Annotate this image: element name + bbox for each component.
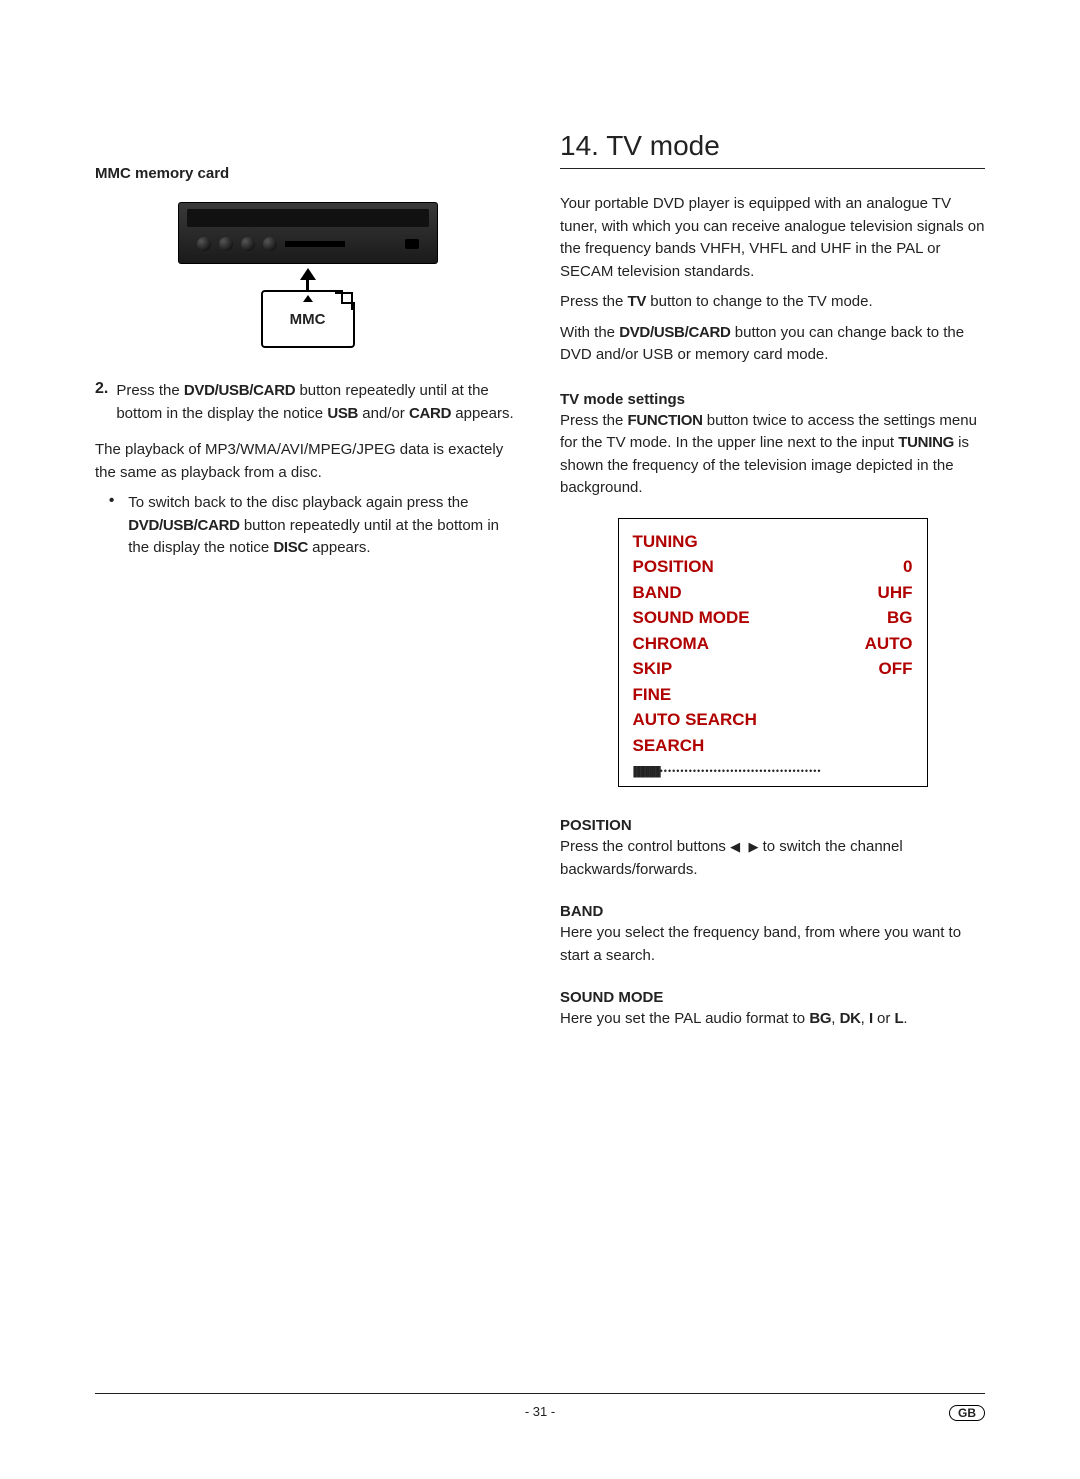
soundmode-label: SOUND MODE xyxy=(633,605,750,631)
device-illustration: MMC xyxy=(168,202,448,348)
dvd-device-icon xyxy=(178,202,438,264)
band-value: UHF xyxy=(878,580,913,606)
intro-paragraph: Your portable DVD player is equipped wit… xyxy=(560,193,985,283)
left-column: MMC memory card MMC 2. xyxy=(95,130,520,1039)
bullet-icon: • xyxy=(109,492,114,568)
playback-note: The playback of MP3/WMA/AVI/MPEG/JPEG da… xyxy=(95,439,520,484)
frequency-bar-icon: ||||||||||||||||||||••••••••••••••••••••… xyxy=(633,764,913,778)
band-text: Here you select the frequency band, from… xyxy=(560,922,985,967)
step-number: 2. xyxy=(95,380,108,433)
band-label: BAND xyxy=(633,580,682,606)
section-title: 14. TV mode xyxy=(560,130,985,162)
bullet-text: To switch back to the disc playback agai… xyxy=(128,492,520,560)
skip-value: OFF xyxy=(879,656,913,682)
position-label: POSITION xyxy=(633,554,714,580)
title-divider xyxy=(560,168,985,169)
soundmode-text: Here you set the PAL audio format to BG,… xyxy=(560,1008,985,1031)
tuning-menu-box: TUNING POSITION 0 BAND UHF SOUND MODE BG CH… xyxy=(618,518,928,788)
mmc-card-icon: MMC xyxy=(261,290,355,348)
soundmode-value: BG xyxy=(887,605,913,631)
right-column: 14. TV mode Your portable DVD player is … xyxy=(560,130,985,1039)
position-text: Press the control buttons ◀ ▶ to switch … xyxy=(560,836,985,881)
mmc-heading: MMC memory card xyxy=(95,165,520,182)
tv-settings-heading: TV mode settings xyxy=(560,391,985,408)
card-label: MMC xyxy=(290,311,326,328)
arrow-left-icon: ◀ xyxy=(730,839,740,854)
search-label: SEARCH xyxy=(633,733,705,759)
autosearch-label: AUTO SEARCH xyxy=(633,707,757,733)
position-heading: POSITION xyxy=(560,817,985,834)
arrow-up-icon xyxy=(300,268,316,280)
region-badge: GB xyxy=(949,1405,985,1421)
skip-label: SKIP xyxy=(633,656,673,682)
position-value: 0 xyxy=(903,554,912,580)
arrow-right-icon: ▶ xyxy=(748,839,758,854)
step-2-text: Press the DVD/USB/CARD button repeatedly… xyxy=(116,380,520,425)
step-2: 2. Press the DVD/USB/CARD button repeate… xyxy=(95,380,520,433)
page-footer: - 31 - GB xyxy=(95,1393,985,1419)
tv-settings-text: Press the FUNCTION button twice to acces… xyxy=(560,410,985,500)
fine-label: FINE xyxy=(633,682,672,708)
page-number: - 31 - xyxy=(525,1404,555,1419)
chroma-label: CHROMA xyxy=(633,631,710,657)
intro-tv-line: Press the TV button to change to the TV … xyxy=(560,291,985,314)
bullet-switch-back: • To switch back to the disc playback ag… xyxy=(109,492,520,568)
soundmode-heading: SOUND MODE xyxy=(560,989,985,1006)
intro-dvd-line: With the DVD/USB/CARD button you can cha… xyxy=(560,322,985,367)
band-heading: BAND xyxy=(560,903,985,920)
chroma-value: AUTO xyxy=(865,631,913,657)
tuning-label: TUNING xyxy=(633,529,698,555)
